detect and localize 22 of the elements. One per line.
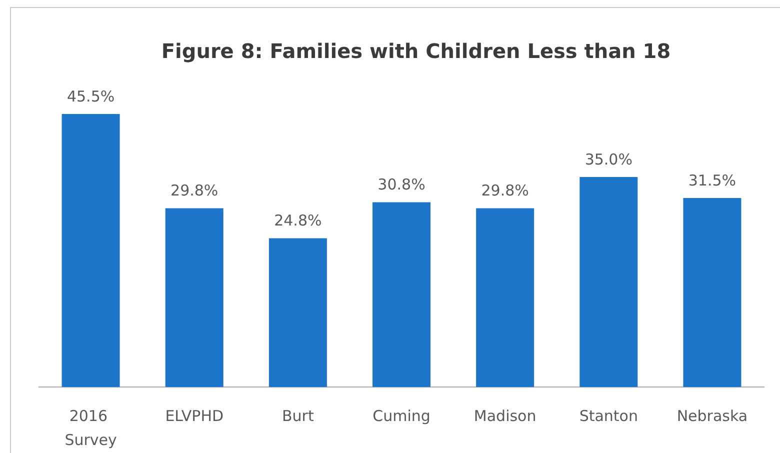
data-label: 35.0%	[584, 150, 632, 168]
data-label: 45.5%	[66, 88, 115, 106]
bar	[580, 177, 638, 387]
x-tick-label: Stanton	[579, 407, 638, 425]
bar	[268, 238, 327, 387]
data-label: 31.5%	[688, 172, 736, 190]
bar	[62, 114, 120, 387]
data-label: 24.8%	[274, 212, 322, 230]
x-tick-label: 2016 Survey	[64, 407, 117, 449]
chart-title: Figure 8: Families with Children Less than 18	[161, 39, 671, 63]
x-tick-label: Nebraska	[676, 407, 748, 425]
data-label: 29.8%	[170, 182, 218, 200]
x-tick-label: ELVPHD	[165, 407, 224, 425]
bar	[683, 198, 742, 387]
bar	[372, 202, 430, 387]
bar	[165, 208, 224, 387]
bar	[476, 208, 534, 387]
data-label: 30.8%	[378, 176, 426, 194]
x-tick-label: Burt	[282, 407, 314, 425]
data-label: 29.8%	[481, 182, 529, 200]
x-tick-label: Madison	[474, 407, 536, 425]
x-tick-label: Cuming	[372, 407, 430, 425]
